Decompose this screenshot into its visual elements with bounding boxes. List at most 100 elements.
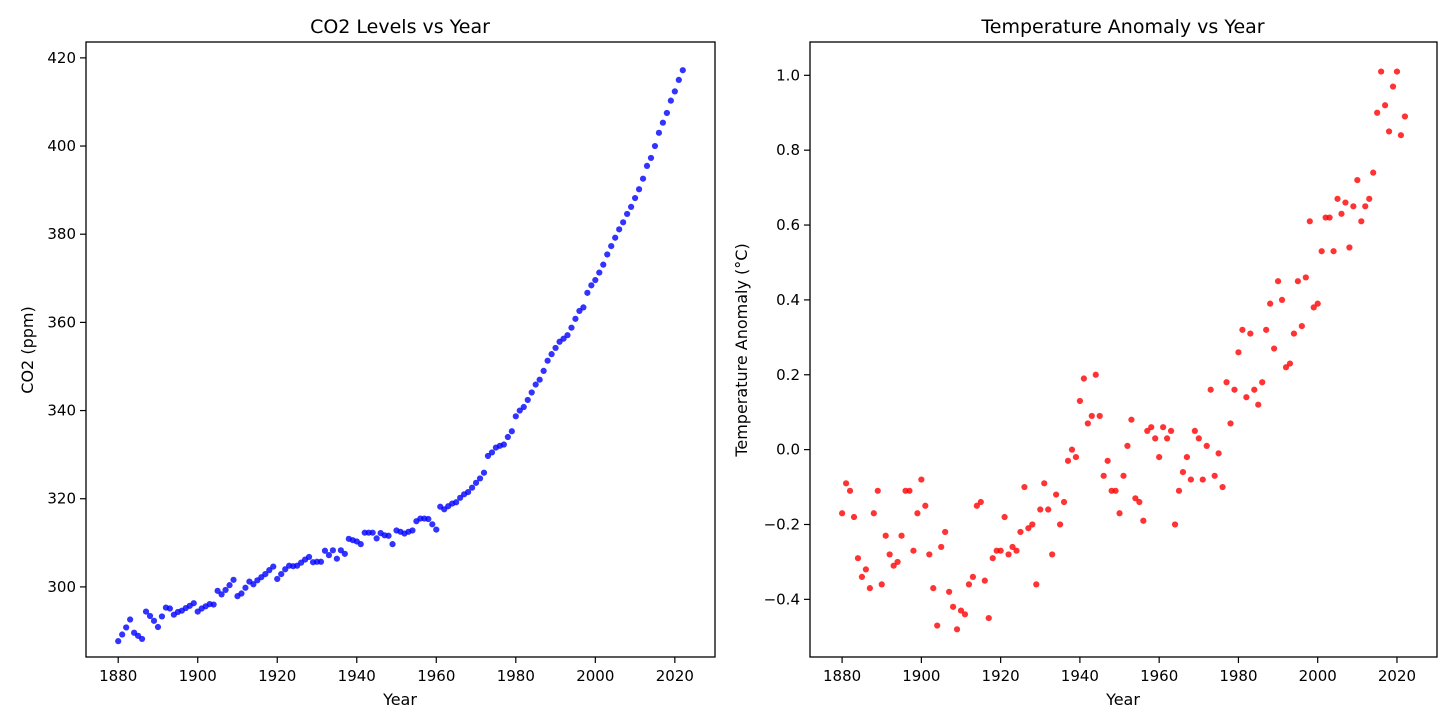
temperature-x-tick-label: 1900 xyxy=(902,667,940,685)
co2-data-point xyxy=(600,261,607,268)
co2-data-point xyxy=(138,635,146,643)
temperature-data-point xyxy=(1013,547,1020,554)
temperature-data-point xyxy=(1231,386,1238,393)
temperature-data-point xyxy=(1140,517,1147,524)
temperature-data-point xyxy=(1393,68,1401,75)
temperature-data-point xyxy=(1259,379,1266,386)
temperature-data-point xyxy=(1247,330,1254,337)
temperature-data-point xyxy=(989,555,996,562)
co2-data-point xyxy=(651,142,659,150)
co2-data-point xyxy=(628,203,635,210)
co2-data-point xyxy=(544,357,551,364)
co2-data-point xyxy=(429,521,436,528)
temperature-data-point xyxy=(1187,476,1194,483)
temperature-y-tick-label: 0.8 xyxy=(776,141,800,159)
temperature-axes-frame xyxy=(809,41,1438,658)
temperature-data-point xyxy=(858,573,866,581)
temperature-data-point xyxy=(1334,195,1341,202)
co2-data-point xyxy=(166,605,173,612)
co2-x-ticks: 1880 1900 1920 1940 1960 1980 2000 2020 xyxy=(99,657,694,685)
temperature-data-point xyxy=(1235,349,1242,356)
co2-data-point xyxy=(520,403,527,411)
temperature-data-point xyxy=(949,603,957,610)
temperature-data-point xyxy=(866,585,873,592)
co2-data-point xyxy=(119,631,126,638)
temperature-data-point xyxy=(1314,300,1321,307)
temperature-data-point xyxy=(1267,300,1274,307)
temperature-data-point xyxy=(1191,427,1198,435)
temperature-data-point xyxy=(910,547,917,554)
temperature-data-point xyxy=(1350,203,1357,210)
temperature-data-point xyxy=(1037,506,1044,513)
temperature-data-point xyxy=(1136,498,1143,506)
co2-data-point xyxy=(528,389,535,396)
temperature-data-point xyxy=(1175,487,1183,494)
temperature-y-tick-label: 0.0 xyxy=(776,441,800,459)
temperature-data-point xyxy=(1330,248,1337,255)
temperature-data-points xyxy=(839,68,1408,633)
co2-data-point xyxy=(218,591,225,598)
co2-data-point xyxy=(635,186,643,193)
temperature-data-point xyxy=(1255,401,1262,408)
co2-data-point xyxy=(500,441,507,448)
temperature-data-point xyxy=(854,555,862,562)
temperature-data-point xyxy=(1271,345,1278,352)
temperature-y-tick-label: 0.6 xyxy=(776,216,800,234)
co2-y-tick-label: 320 xyxy=(47,490,76,508)
temperature-data-point xyxy=(965,581,973,588)
co2-data-point xyxy=(604,251,611,258)
temperature-data-point xyxy=(842,480,850,487)
temperature-data-point xyxy=(969,573,976,581)
temperature-data-point xyxy=(1080,375,1087,382)
temperature-data-point xyxy=(1068,446,1076,453)
temperature-data-point xyxy=(922,502,929,509)
temperature-data-point xyxy=(1021,483,1028,491)
temperature-data-point xyxy=(1092,371,1099,378)
temperature-data-point xyxy=(934,622,941,629)
temperature-data-point xyxy=(1025,525,1032,532)
co2-data-point xyxy=(588,282,595,289)
temperature-data-point xyxy=(1219,483,1226,491)
temperature-data-point xyxy=(1374,109,1381,116)
temperature-data-point xyxy=(942,528,949,536)
temperature-y-tick-label: 0.4 xyxy=(776,291,800,309)
temperature-data-point xyxy=(850,513,858,521)
temperature-data-point xyxy=(1128,416,1135,423)
co2-y-tick-label: 360 xyxy=(47,313,76,331)
co2-data-point xyxy=(123,624,130,631)
co2-data-point xyxy=(210,601,217,608)
temperature-data-point xyxy=(1167,427,1175,435)
temperature-data-point xyxy=(1274,278,1282,285)
temperature-data-point xyxy=(1346,244,1353,251)
temperature-data-point xyxy=(914,510,921,517)
temperature-data-point xyxy=(1171,521,1179,528)
co2-data-point xyxy=(266,567,273,574)
temperature-x-axis-label: Year xyxy=(1105,690,1140,709)
temperature-data-point xyxy=(1029,521,1036,528)
temperature-data-point xyxy=(1084,420,1091,427)
temperature-data-point xyxy=(1326,214,1333,221)
co2-data-point xyxy=(643,162,651,169)
temperature-y-ticks: −0.4 −0.2 0.0 0.2 0.4 0.6 0.8 1.0 xyxy=(764,66,810,608)
co2-data-point xyxy=(659,119,667,126)
temperature-data-point xyxy=(1041,480,1048,487)
co2-data-point xyxy=(512,413,519,420)
co2-data-point xyxy=(612,234,619,241)
temperature-data-point xyxy=(1112,487,1119,494)
co2-data-point xyxy=(504,433,511,441)
co2-data-point xyxy=(154,623,162,631)
co2-x-tick-label: 1900 xyxy=(179,667,217,685)
temperature-data-point xyxy=(1302,274,1309,281)
temperature-data-point xyxy=(1354,177,1361,184)
co2-x-tick-label: 1960 xyxy=(417,667,455,685)
co2-axes-frame xyxy=(85,41,716,658)
co2-data-point xyxy=(373,535,380,542)
co2-x-tick-label: 1980 xyxy=(497,667,535,685)
temperature-data-point xyxy=(918,476,925,483)
temperature-data-point xyxy=(1243,394,1250,401)
temperature-data-point xyxy=(839,510,846,517)
co2-data-point xyxy=(608,243,615,250)
co2-y-axis-label: CO2 (ppm) xyxy=(18,306,37,393)
temperature-data-point xyxy=(997,547,1004,554)
